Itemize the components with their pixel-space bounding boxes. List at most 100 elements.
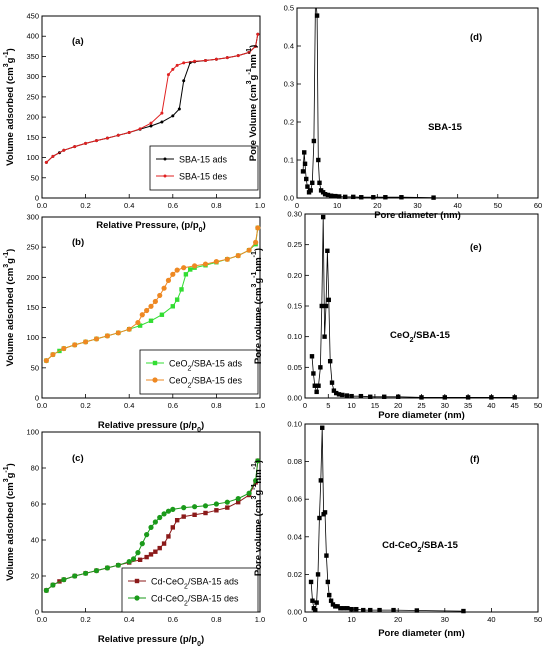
legend: Cd-CeO2/SBA-15 ads Cd-CeO2/SBA-15 des [121,567,259,613]
data-point [308,188,313,193]
data-point [333,604,338,609]
data-point [160,120,164,124]
data-point [236,54,240,58]
data-point [305,184,310,189]
data-point [182,61,186,65]
data-point [383,195,388,200]
x-tick-label: 0.4 [124,201,134,210]
data-point [139,541,145,547]
chart-panel: 0.0 0.2 0.4 0.6 0.8 1.0 0 20 40 60 80 100 Relative p… [3,428,265,648]
data-point [165,508,172,514]
data-point [148,552,154,557]
data-point [213,501,219,507]
x-tick-label: 0.6 [168,401,178,410]
data-point [512,395,517,400]
y-tick-label: 100 [26,153,39,162]
data-point [181,505,187,511]
data-point [302,161,308,166]
legend-entry: SBA-15 ads [179,155,228,165]
data-point [349,606,354,612]
sample-annotation: Cd-CeO2/SBA-15 [382,540,458,554]
data-point [170,304,175,309]
y-axis-label: Volume adsorbed (cm3g-1) [3,249,15,367]
data-point [325,192,331,198]
x-tick-label: 0.8 [211,401,221,410]
data-point [399,195,404,200]
legend-marker [152,360,158,366]
chart-panel: 0 10 20 30 40 50 0.00 0.02 0.04 0.06 0.08 0.10 Pore … [251,420,542,640]
y-tick-label: 0.06 [287,495,302,504]
data-point [104,565,110,571]
y-tick-label: 0.3 [284,80,294,89]
data-point [335,604,340,609]
panel-label: (b) [72,237,84,248]
legend: CeO2/SBA-15 ads CeO2/SBA-15 des [139,349,259,395]
legend-entry: SBA-15 des [179,172,228,182]
data-point [225,505,230,510]
legend-box [139,349,259,395]
data-point [315,572,321,577]
data-point [72,342,78,348]
data-point [43,357,49,364]
x-tick-label: 30 [413,201,421,210]
data-point [311,138,317,144]
data-point [318,478,324,483]
plot-frame [304,213,539,399]
panel-label: (e) [470,242,482,253]
y-tick-label: 0.00 [287,608,302,617]
x-tick-label: 0.0 [37,401,47,410]
data-point [336,392,342,397]
data-point [130,556,137,562]
data-point [160,111,164,115]
data-point [44,160,48,164]
data-point [361,607,366,613]
data-point [148,318,154,323]
data-point [322,192,328,197]
y-tick-label: 0.25 [287,240,302,249]
data-point [148,524,154,531]
y-tick-label: 50 [31,173,39,182]
y-tick-label: 100 [26,428,39,437]
data-point [317,515,322,521]
y-axis-label: Volume adsorbed (cm3g-1) [3,48,15,166]
x-tick-label: 0.4 [124,615,134,624]
data-point [327,359,333,364]
series-line [311,217,515,398]
y-axis-label: Pore Volume (cm3g-1nm-1) [246,45,258,162]
data-point [177,107,181,111]
data-point [43,587,49,594]
y-tick-label: 0.02 [287,570,302,579]
data-point [165,277,172,283]
x-tick-label: 20 [373,201,381,210]
data-point [62,148,66,152]
data-point [137,557,143,562]
legend-entry: Cd-CeO2/SBA-15 des [151,594,239,608]
data-point [302,150,307,155]
data-point [314,389,319,395]
data-point [171,67,175,71]
data-point [310,180,315,185]
legend-marker [163,157,167,161]
y-tick-label: 400 [26,32,39,41]
x-tick-label: 0 [303,615,307,624]
data-point [253,239,259,245]
x-tick-label: 45 [511,401,519,410]
y-tick-label: 0.4 [284,42,294,51]
data-point [105,136,109,140]
data-point [182,79,186,83]
x-tick-label: 0.4 [124,401,134,410]
y-tick-label: 0.30 [287,210,302,219]
data-point [192,263,198,269]
data-point [235,253,241,259]
data-point [345,606,350,611]
y-tick-label: 80 [31,464,39,473]
data-series [309,214,517,400]
data-point [354,606,359,612]
data-point [311,371,316,376]
data-point [51,154,55,158]
data-point [322,334,327,339]
x-tick-label: 0.8 [211,615,221,624]
x-tick-label: 20 [394,401,402,410]
x-tick-label: 25 [417,401,425,410]
x-tick-label: 1.0 [255,201,265,210]
